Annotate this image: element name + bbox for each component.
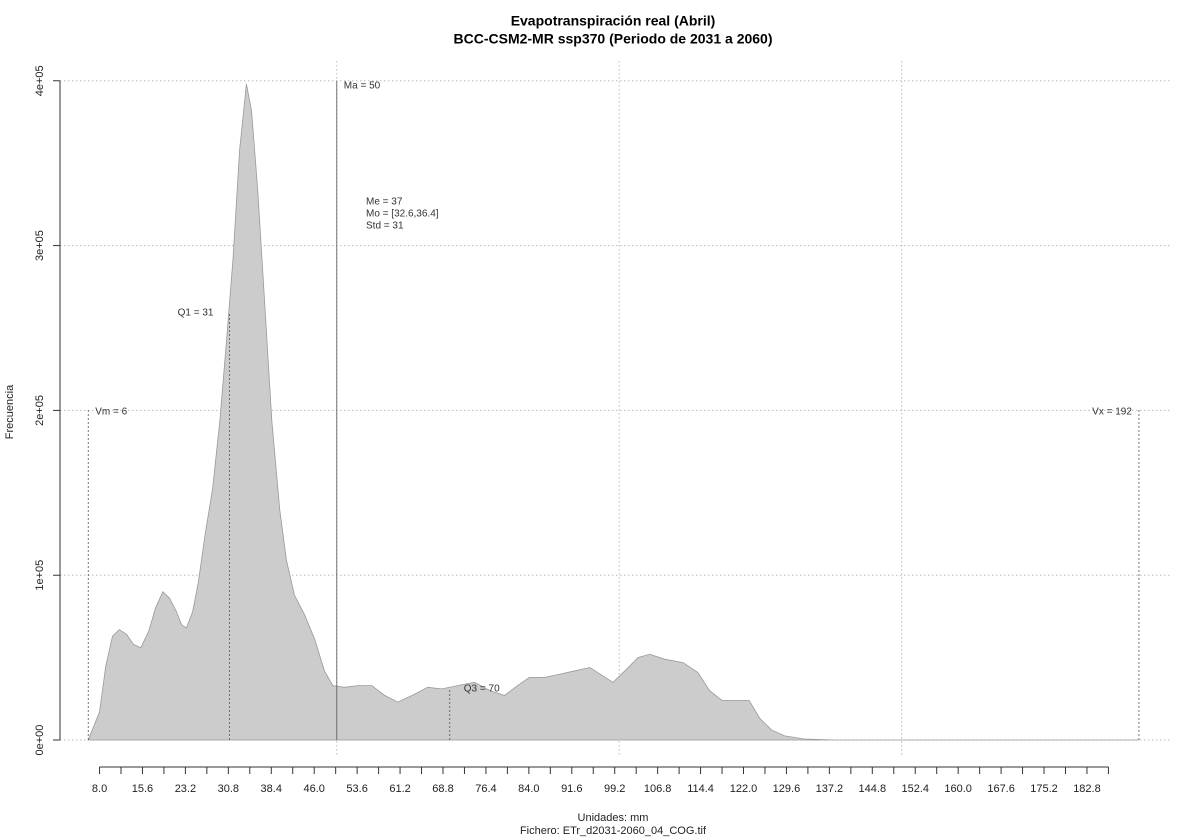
y-tick-label: 1e+05 — [34, 560, 46, 591]
x-tick-label: 61.2 — [389, 783, 410, 795]
annotation-label: Q3 = 70 — [464, 684, 500, 695]
x-axis-label: Unidades: mm — [578, 812, 649, 824]
x-tick-label: 114.4 — [687, 783, 714, 795]
y-tick-label: 3e+05 — [34, 230, 46, 261]
x-tick-label: 91.6 — [561, 783, 582, 795]
x-tick-label: 175.2 — [1030, 783, 1058, 795]
x-tick-label: 129.6 — [773, 783, 801, 795]
x-tick-label: 152.4 — [901, 783, 929, 795]
annotation-label: Vx = 192 — [1092, 407, 1132, 418]
x-tick-label: 38.4 — [261, 783, 282, 795]
x-tick-label: 8.0 — [92, 783, 107, 795]
annotation-label: Q1 = 31 — [178, 308, 214, 319]
x-tick-label: 182.8 — [1073, 783, 1101, 795]
x-tick-label: 53.6 — [346, 783, 367, 795]
x-tick-label: 99.2 — [604, 783, 625, 795]
x-tick-label: 122.0 — [730, 783, 758, 795]
stat-label: Std = 31 — [366, 221, 404, 232]
x-tick-label: 30.8 — [218, 783, 239, 795]
y-tick-label: 2e+05 — [34, 395, 46, 426]
x-tick-label: 15.6 — [132, 783, 153, 795]
y-tick-label: 4e+05 — [34, 65, 46, 96]
stat-label: Mo = [32.6,36.4] — [366, 209, 439, 220]
density-area — [87, 84, 1139, 741]
x-tick-label: 68.8 — [432, 783, 453, 795]
chart-subtitle: BCC-CSM2-MR ssp370 (Periodo de 2031 a 20… — [454, 31, 773, 47]
stat-label: Me = 37 — [366, 197, 403, 208]
x-tick-label: 84.0 — [518, 783, 539, 795]
annotation-label: Vm = 6 — [95, 407, 127, 418]
x-tick-label: 46.0 — [303, 783, 324, 795]
x-tick-label: 23.2 — [175, 783, 196, 795]
chart-title: Evapotranspiración real (Abril) — [511, 13, 716, 29]
x-tick-label: 106.8 — [644, 783, 672, 795]
y-tick-label: 0e+00 — [34, 725, 46, 756]
x-tick-label: 137.2 — [816, 783, 844, 795]
x-tick-label: 167.6 — [987, 783, 1015, 795]
caption: Fichero: ETr_d2031-2060_04_COG.tif — [520, 825, 707, 837]
x-tick-label: 76.4 — [475, 783, 496, 795]
annotation-label: Ma = 50 — [344, 81, 381, 92]
y-axis-label: Frecuencia — [4, 384, 16, 439]
x-tick-label: 160.0 — [944, 783, 972, 795]
x-tick-label: 144.8 — [859, 783, 887, 795]
